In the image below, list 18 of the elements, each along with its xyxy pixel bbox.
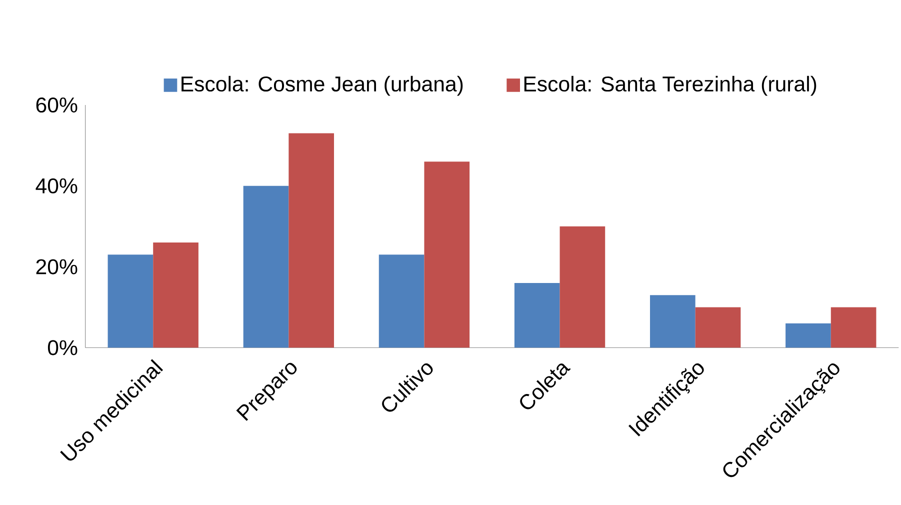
- bar: [560, 226, 606, 348]
- legend-label: Escola: Santa Terezinha (rural): [524, 76, 816, 96]
- bar: [695, 307, 741, 348]
- bar: [830, 307, 876, 348]
- legend-label: Escola: Cosme Jean (urbana): [182, 76, 463, 96]
- bar: [108, 254, 154, 348]
- bar: [424, 162, 470, 348]
- bar: [514, 282, 560, 348]
- bar: [378, 254, 424, 348]
- bar: [650, 295, 696, 348]
- bar: [153, 242, 198, 348]
- y-tick-label: 0%: [48, 340, 78, 356]
- bar: [243, 186, 289, 348]
- y-tick-label: 60%: [36, 97, 78, 113]
- bar: [786, 323, 831, 348]
- y-tick-label: 20%: [36, 259, 78, 274]
- y-tick-label: 40%: [36, 178, 78, 194]
- bar: [288, 133, 334, 348]
